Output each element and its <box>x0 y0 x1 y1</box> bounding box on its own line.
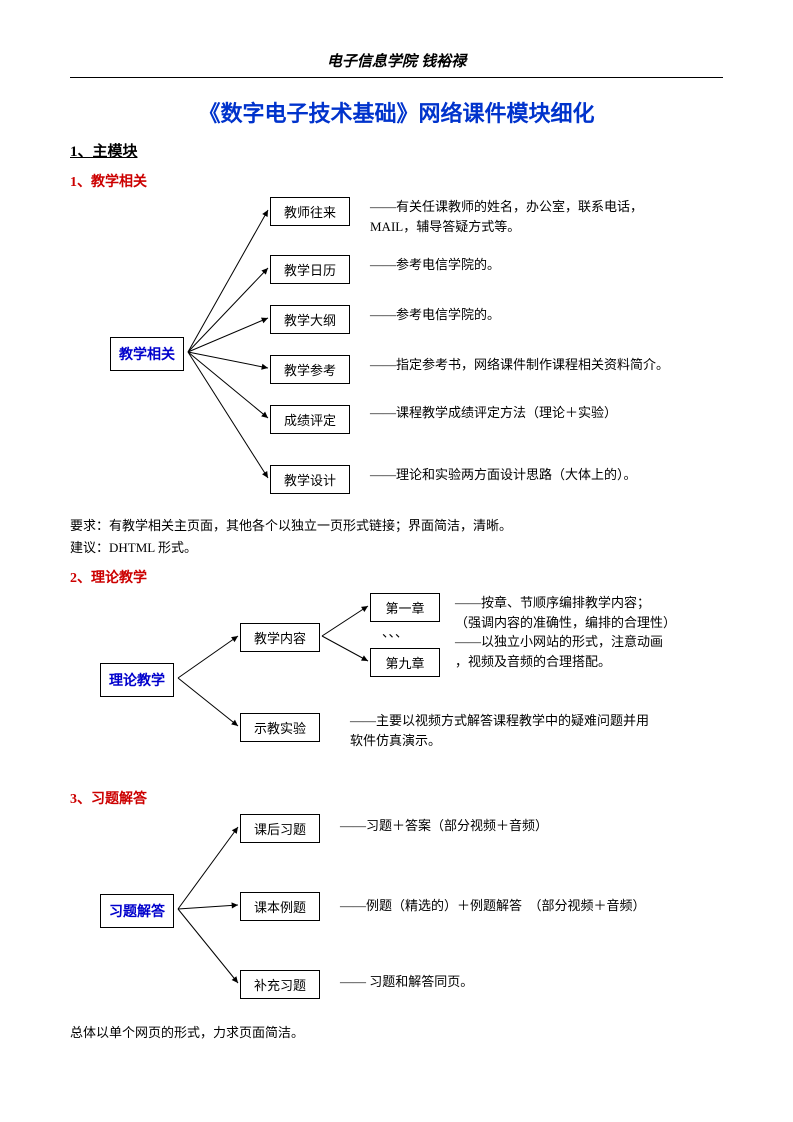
sub-heading-1: 1、教学相关 <box>70 171 723 191</box>
ex-desc-0: ——习题＋答案（部分视频＋音频） <box>340 816 548 836</box>
desc-theory-top: ——按章、节顺序编排教学内容；（强调内容的准确性，编排的合理性）——以独立小网站… <box>455 593 676 671</box>
ex-leaf-0: 课后习题 <box>240 814 320 843</box>
diagram-teaching-related: 教学相关 教师往来 ——有关任课教师的姓名，办公室，联系电话，MAIL，辅导答疑方式… <box>70 197 723 507</box>
desc-theory-demo: ——主要以视频方式解答课程教学中的疑难问题并用软件仿真演示。 <box>350 711 649 750</box>
ex-leaf-1: 课本例题 <box>240 892 320 921</box>
sub-heading-3: 3、习题解答 <box>70 788 723 808</box>
page-title: 《数字电子技术基础》网络课件模块细化 <box>70 96 723 128</box>
root-box-teaching: 教学相关 <box>110 337 184 371</box>
leaf-box-4: 成绩评定 <box>270 405 350 434</box>
chapter-dots: 、、、 <box>382 623 408 643</box>
ex-leaf-2: 补充习题 <box>240 970 320 999</box>
leaf-desc-3: ——指定参考书，网络课件制作课程相关资料简介。 <box>370 355 669 375</box>
diagram-exercise: 习题解答 课后习题 ——习题＋答案（部分视频＋音频） 课本例题 ——例题（精选的）＋例题… <box>70 814 723 1014</box>
page: 电子信息学院 钱裕禄 《数字电子技术基础》网络课件模块细化 1、主模块 1、教学… <box>0 0 793 1122</box>
leaf-box-5: 教学设计 <box>270 465 350 494</box>
note-d1-suggest: 建议：DHTML 形式。 <box>70 537 723 559</box>
leaf-box-1: 教学日历 <box>270 255 350 284</box>
ex-desc-1: ——例题（精选的）＋例题解答 （部分视频＋音频） <box>340 896 646 916</box>
leaf-desc-0: ——有关任课教师的姓名，办公室，联系电话，MAIL，辅导答疑方式等。 <box>370 197 643 236</box>
chapter-box-first: 第一章 <box>370 593 440 622</box>
mid-box-content: 教学内容 <box>240 623 320 652</box>
leaf-desc-4: ——课程教学成绩评定方法（理论＋实验） <box>370 403 617 423</box>
root-box-theory: 理论教学 <box>100 663 174 697</box>
section-heading: 1、主模块 <box>70 140 723 161</box>
leaf-desc-2: ——参考电信学院的。 <box>370 305 500 325</box>
mid-box-demo: 示教实验 <box>240 713 320 742</box>
leaf-box-2: 教学大纲 <box>270 305 350 334</box>
note-d1-req: 要求：有教学相关主页面，其他各个以独立一页形式链接；界面简洁，清晰。 <box>70 515 723 537</box>
diagram-theory-teaching: 理论教学 教学内容示教实验 第一章、、、第九章 ——按章、节顺序编排教学内容；（强调内… <box>70 593 723 768</box>
leaf-desc-1: ——参考电信学院的。 <box>370 255 500 275</box>
sub-heading-2: 2、理论教学 <box>70 567 723 587</box>
leaf-desc-5: ——理论和实验两方面设计思路（大体上的）。 <box>370 465 637 485</box>
ex-desc-2: —— 习题和解答同页。 <box>340 972 473 992</box>
note-d3: 总体以单个网页的形式，力求页面简洁。 <box>70 1022 723 1044</box>
root-box-exercise: 习题解答 <box>100 894 174 928</box>
page-header: 电子信息学院 钱裕禄 <box>70 50 723 78</box>
leaf-box-0: 教师往来 <box>270 197 350 226</box>
leaf-box-3: 教学参考 <box>270 355 350 384</box>
chapter-box-last: 第九章 <box>370 648 440 677</box>
